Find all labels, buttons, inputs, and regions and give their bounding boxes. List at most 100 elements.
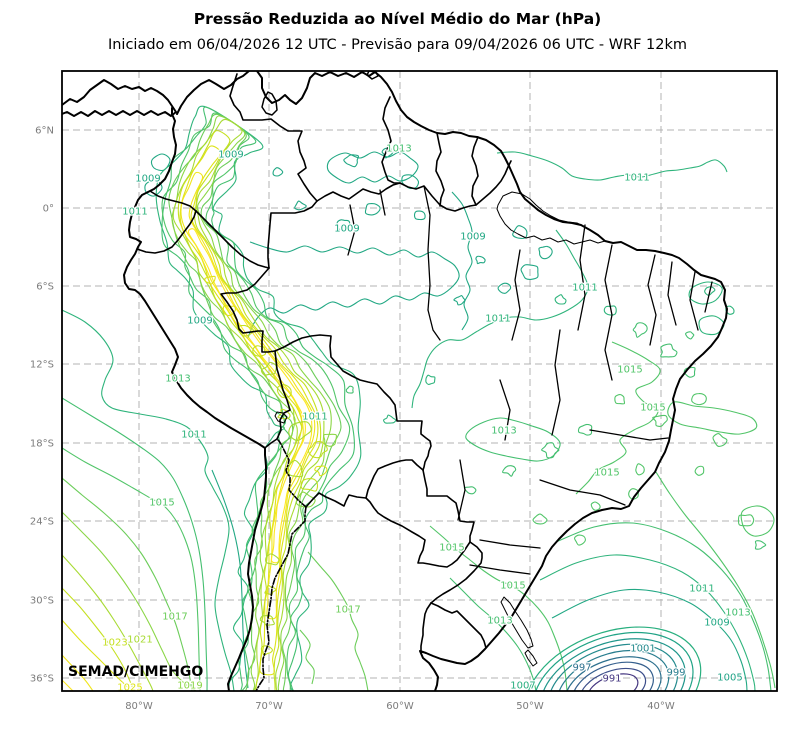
contour-label-1023: 1023 [102,638,127,649]
isobar-1017 [307,551,369,691]
isobar-1019 [323,433,338,447]
isobar-1009 [326,151,419,184]
contour-label-1011: 1011 [572,283,597,294]
y-tick-label: 30°S [30,596,54,607]
isobar-1011 [704,286,716,296]
isobar-1013 [449,577,537,691]
x-tick-label: 70°W [255,701,283,712]
isobar-999 [556,649,670,691]
isobar-1009 [294,200,307,211]
contour-label-1025: 1025 [117,683,142,694]
chart-title: Pressão Reduzida ao Nível Médio do Mar (… [193,10,602,28]
lake-titicaca [274,411,288,424]
isobar-1013 [161,106,356,691]
geography [62,71,728,691]
contour-label-1015: 1015 [439,543,464,554]
contour-label-1015: 1015 [149,498,174,509]
contour-label-1011: 1011 [181,430,206,441]
isobar-1003 [540,638,686,691]
isobar-1013 [541,442,560,459]
isobar-1021 [288,421,312,442]
y-tick-label: 18°S [30,439,54,450]
isobar-1009 [211,469,249,689]
isobar-1015 [740,505,775,537]
lake-maracaibo [261,91,278,116]
x-tick-label: 60°W [386,701,414,712]
isobar-1011 [603,305,617,316]
y-tick-label: 24°S [30,517,54,528]
isobar-1015 [691,392,707,406]
isobar-1009 [364,203,381,216]
isobar-1029 [62,679,74,691]
contour-label-1005: 1005 [717,673,742,684]
isobar-1021 [265,553,280,566]
contour-label-1013: 1013 [487,616,512,627]
isobar-1015 [667,401,758,435]
contour-label-1009: 1009 [460,232,485,243]
isobar-1025 [179,145,319,676]
isobar-1023 [62,587,135,691]
isobar-1021 [287,459,304,478]
isobar-1009 [453,295,466,306]
isobar-1013 [660,343,678,358]
isobar-1015 [652,414,668,427]
isobar-1009 [336,219,351,231]
watermark: SEMAD/CIMEHGO [68,664,203,680]
contour-label-1015: 1015 [500,581,525,592]
state-borders [347,185,713,575]
isobar-1015 [614,394,626,405]
isobar-1013 [632,322,648,338]
contour-label-1011: 1011 [624,173,649,184]
contour-label-1017: 1017 [162,612,187,623]
isobar-1009 [272,167,284,177]
x-tick-label: 50°W [516,701,544,712]
contour-label-1021: 1021 [127,635,152,646]
isobar-1017 [168,113,342,691]
isobar-1015 [62,447,201,691]
contour-label-1011: 1011 [302,412,327,423]
contour-label-1015: 1015 [594,468,619,479]
isobar-1025 [62,619,134,691]
isobar-contours [62,105,776,691]
isobar-1001 [547,643,679,691]
isobar-1015 [590,501,601,511]
contour-label-999: 999 [666,668,685,679]
isobar-1011 [411,229,589,409]
isobar-1015 [532,513,548,525]
x-tick-label: 40°W [647,701,675,712]
y-tick-label: 6°S [36,282,54,293]
contour-label-1009: 1009 [135,174,160,185]
isobar-1029 [187,228,313,564]
contour-label-1015: 1015 [617,365,642,376]
isobar-1021 [62,554,154,691]
axis-tick-labels: 6°N 0° 6°S 12°S 18°S 24°S 30°S 36°S 80°W 70°W 60°W… [30,126,675,713]
isobar-1009 [150,153,171,172]
coastline-panama [62,79,177,117]
isobar-1011 [425,374,436,385]
isobar-1011 [496,151,728,181]
isobar-1009 [520,264,539,280]
contour-label-991: 991 [602,674,621,685]
isobar-1013 [345,385,354,394]
isobar-1015 [628,488,639,500]
isobar-1015 [712,433,728,447]
y-tick-label: 12°S [30,360,54,371]
isobar-1009 [343,154,360,168]
isobar-1013 [463,486,477,495]
contour-label-997: 997 [572,663,591,674]
contour-label-1009: 1009 [187,316,212,327]
coastline-pacific [123,107,267,691]
isobar-1015 [655,471,776,689]
isobar-1027 [62,654,94,691]
isobar-1013 [754,540,767,550]
isobar-1009 [497,282,512,294]
isobar-1015 [737,514,755,527]
isobar-1021 [172,118,325,691]
isobar-1025 [314,465,328,477]
y-tick-label: 6°N [35,126,54,137]
contour-label-1011: 1011 [689,584,714,595]
isobar-1013 [555,522,772,691]
contour-labels: 1009101310091011100910091011100910111011… [101,142,752,694]
